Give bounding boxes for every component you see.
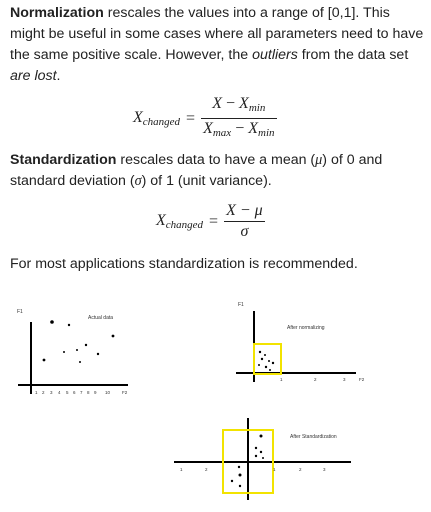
data-point xyxy=(50,320,54,324)
data-point xyxy=(67,323,71,327)
fraction2-numerator: X − μ xyxy=(224,201,265,222)
data-point xyxy=(230,479,234,483)
data-point xyxy=(259,434,263,438)
plot3-tick: 1 xyxy=(180,467,183,472)
plot1-points xyxy=(42,320,115,363)
data-point xyxy=(259,450,263,454)
plot3-tick: 3 xyxy=(323,467,326,472)
plot1-ticks: 1 2 3 4 5 6 7 8 9 10 xyxy=(35,390,111,395)
normalization-text-1: rescales the values into a range of [0,1… xyxy=(10,5,424,63)
data-point xyxy=(271,361,275,365)
standardization-text-1: rescales data to have a mean ( xyxy=(116,152,316,168)
plot3-ticks: 1 2 1 2 3 xyxy=(180,467,326,472)
data-point xyxy=(79,361,81,363)
data-point xyxy=(84,343,88,347)
standardization-term: Standardization xyxy=(10,152,117,168)
plot1-tick: 3 xyxy=(50,390,53,395)
fraction-denominator: Xmax − Xmin xyxy=(203,120,275,139)
formula2-equals: = xyxy=(209,212,219,230)
plot-actual-data: F1 Actual data F2 1 2 3 4 5 6 7 8 9 10 xyxy=(17,309,128,395)
data-point xyxy=(96,352,100,356)
data-point xyxy=(42,358,46,362)
normalization-text-2: from the data set xyxy=(297,47,409,63)
data-point xyxy=(264,354,266,356)
plot1-tick: 5 xyxy=(66,390,69,395)
formula2-lhs: Xchanged xyxy=(156,212,204,231)
mu-symbol: μ xyxy=(315,152,323,168)
plot2-title: After normalizing xyxy=(287,325,325,331)
standardization-paragraph: Standardization rescales data to have a … xyxy=(10,150,424,192)
data-point xyxy=(260,357,264,361)
plot1-tick: 9 xyxy=(94,390,97,395)
data-point xyxy=(254,454,258,458)
data-point xyxy=(264,365,268,369)
plot2-tick: 2 xyxy=(314,377,317,382)
data-point xyxy=(238,473,242,477)
data-point xyxy=(262,457,264,459)
plot-after-normalizing: F1 After normalizing F2 1 2 3 xyxy=(236,302,365,382)
formula-lhs: Xchanged xyxy=(133,109,181,128)
recommendation-text: For most applications standardization is… xyxy=(10,256,358,272)
plot1-tick: 2 xyxy=(42,390,45,395)
plot2-points xyxy=(258,350,275,371)
data-point xyxy=(258,364,260,366)
fraction-numerator: X − Xmin xyxy=(201,94,277,119)
plot2-tick: 1 xyxy=(280,377,283,382)
standardization-text-3: ) of 1 (unit variance). xyxy=(141,173,272,189)
plot1-xlabel: F2 xyxy=(122,390,128,395)
data-point xyxy=(237,465,241,469)
normalized-range-box xyxy=(253,343,282,375)
fraction2-denominator: σ xyxy=(240,223,249,240)
data-point xyxy=(254,446,258,450)
plot1-tick: 10 xyxy=(105,390,111,395)
standardized-range-box xyxy=(222,429,274,494)
plot1-tick: 7 xyxy=(80,390,83,395)
plot3-tick: 1 xyxy=(273,467,276,472)
data-point xyxy=(111,334,115,338)
plot2-ylabel: F1 xyxy=(238,302,244,308)
normalization-paragraph: Normalization rescales the values into a… xyxy=(10,3,424,87)
plot2-xlabel: F2 xyxy=(359,377,365,382)
data-point xyxy=(258,350,262,354)
normalization-formula: Xchanged = X − Xmin Xmax − Xmin xyxy=(133,94,277,143)
data-point xyxy=(269,369,271,371)
plot1-tick: 6 xyxy=(73,390,76,395)
plot2-tick: 3 xyxy=(343,377,346,382)
plot3-tick: 2 xyxy=(205,467,208,472)
are-lost-emphasis: are lost xyxy=(10,68,57,84)
standardization-text-2: ) of 0 and standard deviation ( xyxy=(10,152,383,189)
plot-after-standardization: After Standardization 1 2 1 2 3 xyxy=(174,418,351,500)
normalization-fraction: X − Xmin Xmax − Xmin xyxy=(201,94,277,143)
outliers-emphasis: outliers xyxy=(252,47,298,63)
plot3-tick: 2 xyxy=(299,467,302,472)
normalization-term: Normalization xyxy=(10,5,104,21)
normalization-text-3: . xyxy=(56,68,61,84)
plot1-ylabel: F1 xyxy=(17,309,23,315)
plot1-title: Actual data xyxy=(88,315,113,321)
plot1-tick: 4 xyxy=(58,390,61,395)
data-point xyxy=(268,360,270,362)
sigma-symbol: σ xyxy=(134,173,142,189)
plot1-tick: 8 xyxy=(87,390,90,395)
data-point xyxy=(76,349,78,351)
plot3-points xyxy=(230,434,264,488)
data-point xyxy=(238,484,242,488)
plot3-title: After Standardization xyxy=(290,434,337,440)
data-point xyxy=(63,351,65,353)
plot1-tick: 1 xyxy=(35,390,38,395)
formula-equals: = xyxy=(186,109,196,127)
